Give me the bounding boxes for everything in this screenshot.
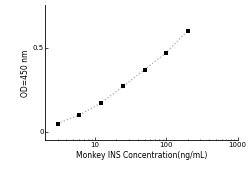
Y-axis label: OD=450 nm: OD=450 nm <box>21 49 30 97</box>
Point <box>56 122 60 125</box>
Point <box>98 102 102 105</box>
Point <box>121 85 125 88</box>
Point <box>164 51 168 54</box>
Point <box>143 68 147 71</box>
X-axis label: Monkey INS Concentration(ng/mL): Monkey INS Concentration(ng/mL) <box>76 150 207 159</box>
Point <box>77 114 81 116</box>
Point <box>186 29 190 32</box>
